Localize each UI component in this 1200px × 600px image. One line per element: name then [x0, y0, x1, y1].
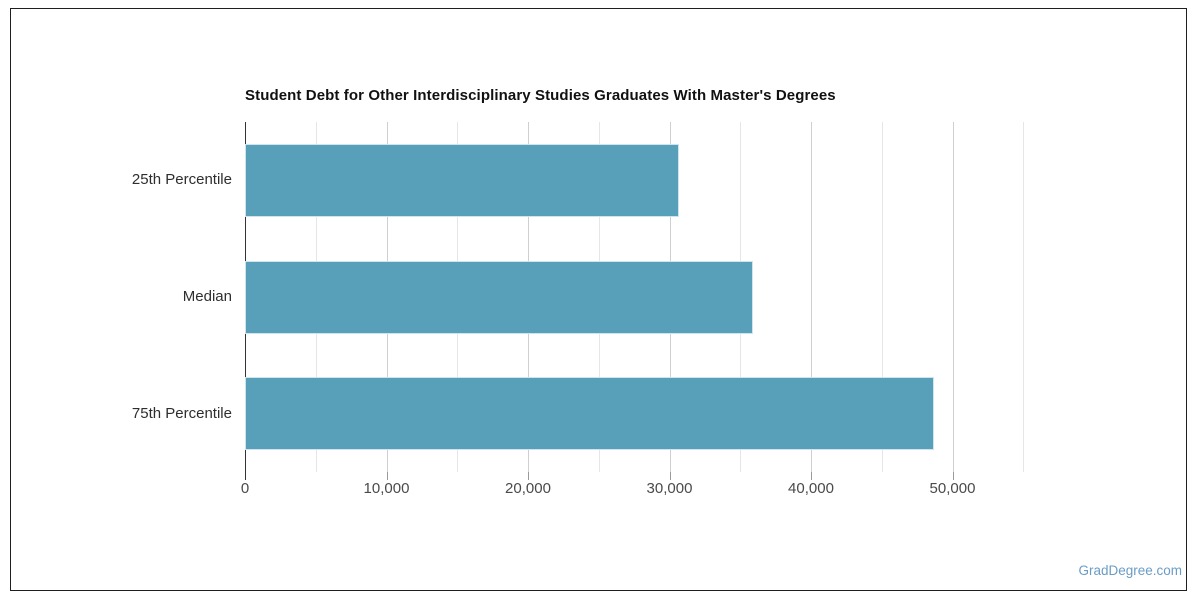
bar-median[interactable]	[245, 260, 753, 334]
x-axis-tick	[811, 472, 812, 480]
major-gridline	[811, 122, 812, 472]
category-label: 25th Percentile	[131, 171, 232, 189]
x-axis-tick-label: 10,000	[363, 480, 410, 497]
bar-25th-percentile[interactable]	[245, 143, 680, 217]
bar-75th-percentile[interactable]	[245, 377, 935, 451]
x-axis-tick-label: 50,000	[929, 480, 976, 497]
minor-gridline	[881, 122, 883, 472]
x-axis-tick-label: 40,000	[788, 480, 834, 497]
major-gridline	[952, 122, 954, 472]
chart-title: Student Debt for Other Interdisciplinary…	[245, 87, 836, 104]
category-label: Median	[182, 288, 232, 305]
x-axis-tick-label: 0	[240, 480, 250, 497]
watermark-link[interactable]: GradDegree.com	[1078, 563, 1182, 578]
x-axis-tick	[952, 472, 954, 480]
x-axis-tick	[386, 472, 388, 480]
x-axis-tick	[528, 472, 529, 480]
category-label: 75th Percentile	[131, 404, 232, 422]
x-axis-tick-label: 20,000	[505, 480, 551, 497]
x-axis-tick	[669, 472, 671, 480]
x-axis-tick-label: 30,000	[646, 480, 693, 497]
chart-frame-border	[10, 8, 1187, 591]
minor-gridline	[1023, 122, 1025, 472]
